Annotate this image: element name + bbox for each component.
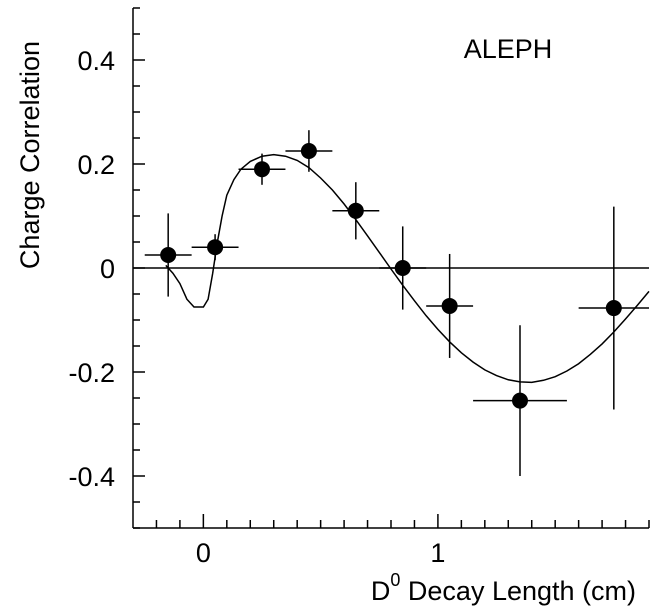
point-marker <box>254 161 270 178</box>
y-tick-label: 0.2 <box>77 150 115 180</box>
point-marker <box>300 143 317 159</box>
point-marker <box>441 297 458 314</box>
y-tick-label: 0 <box>100 254 115 284</box>
fit-curve <box>165 153 650 384</box>
x-axis-title-rest: Decay Length (cm) <box>400 576 636 606</box>
data-point <box>144 213 192 297</box>
y-tick-label: -0.2 <box>68 358 115 388</box>
point-marker <box>512 392 528 409</box>
data-point <box>332 182 380 240</box>
x-axis-title-base: D <box>371 576 391 606</box>
point-marker <box>394 260 411 276</box>
point-marker <box>207 239 224 256</box>
x-tick-label: 0 <box>196 538 211 568</box>
experiment-label: ALEPH <box>464 34 553 64</box>
point-marker <box>347 202 364 219</box>
plot-area: 0.4 0.2 0 -0.2 -0.4 0 1 <box>68 7 650 568</box>
data-point <box>473 325 567 476</box>
y-tick-label: -0.4 <box>68 462 115 492</box>
y-axis-title: Charge Correlation <box>15 41 45 269</box>
data-point <box>238 153 286 185</box>
y-tick-label: 0.4 <box>77 46 115 76</box>
data-point <box>426 253 474 358</box>
axis-labels: ALEPH Charge Correlation D0 Decay Length… <box>15 34 636 606</box>
data-point <box>578 206 649 410</box>
data-point <box>379 226 427 310</box>
x-axis-title-superscript: 0 <box>390 570 400 590</box>
point-marker <box>160 247 177 263</box>
x-axis-title: D0 Decay Length (cm) <box>371 570 636 606</box>
x-tick-label: 1 <box>430 538 445 568</box>
data-point <box>191 234 239 261</box>
data-marks <box>144 130 650 476</box>
point-marker <box>605 300 622 317</box>
data-point <box>285 130 333 172</box>
